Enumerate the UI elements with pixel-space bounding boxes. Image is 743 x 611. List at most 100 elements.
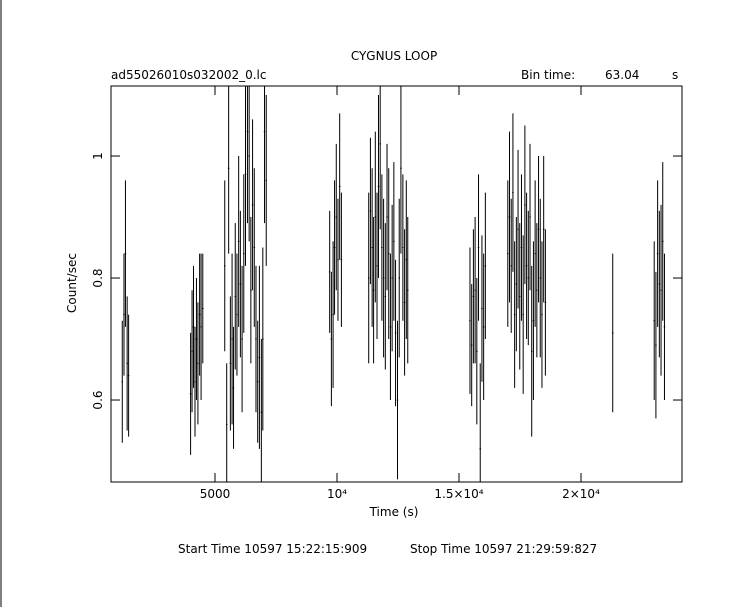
error-bar [482,253,485,401]
error-bar [225,363,228,482]
error-bar [481,235,483,382]
error-bar [330,271,333,407]
error-bar [335,143,338,291]
error-bar [337,198,339,321]
x-tick-label: 1.5×10⁴ [434,487,483,501]
error-bar [515,217,518,352]
error-bar [381,174,383,321]
error-bar [522,235,524,394]
error-bar [517,149,519,309]
error-bar [197,302,199,425]
error-bar [192,265,195,388]
error-bar [403,229,406,376]
error-bar [258,265,261,449]
error-bar [194,326,196,437]
error-bar [377,95,380,279]
error-bar [255,265,257,413]
bin-time-label: Bin time: [521,68,575,82]
error-bar [371,168,373,327]
error-bar [367,192,370,364]
error-bar [243,174,245,333]
error-bar [379,86,381,230]
error-bar [394,259,397,407]
error-bar [479,363,481,482]
error-bar [384,223,387,370]
error-bar [527,210,530,346]
error-bar [241,265,243,413]
error-bar [520,174,523,321]
error-bar [387,168,390,340]
error-bar [376,192,378,340]
error-bar [237,156,240,327]
error-bar [236,253,238,376]
stop-time: Stop Time 10597 21:29:59:827 [410,542,597,556]
error-bar [126,296,128,431]
error-bar [332,241,334,388]
error-bar [386,143,388,291]
error-bar [476,278,478,425]
error-bar [246,86,249,224]
error-bar [539,198,542,358]
error-bar [656,180,659,327]
error-bar [655,271,657,419]
error-bar [391,204,393,352]
y-tick-label: 1 [91,152,105,160]
error-bar [518,223,521,370]
error-bar [477,174,480,321]
error-bar [542,156,545,303]
error-bar [389,253,392,401]
error-bar [536,223,538,358]
chart-title: CYGNUS LOOP [351,49,437,63]
error-bar [127,314,130,437]
error-bar [529,143,531,291]
error-bar [191,290,193,413]
error-bar [658,210,661,358]
error-bar [541,241,543,388]
x-tick-label: 10⁴ [327,487,347,501]
error-bar [534,180,536,327]
error-bar [510,198,512,333]
error-bar [265,95,268,266]
x-tick-label: 2×10⁴ [562,487,600,501]
error-bar [611,253,614,413]
plot-area [121,86,666,482]
bin-time: 63.04 [605,68,639,82]
error-bar [253,168,256,327]
error-bar [124,180,127,327]
error-bar [195,278,198,401]
error-bar [121,320,124,443]
error-bar [513,241,516,388]
error-bar [248,86,250,242]
error-bar [374,131,377,303]
error-bar [400,86,402,254]
error-bar [474,217,476,364]
x-axis-label: Time (s) [369,505,419,519]
plot-frame [110,85,683,483]
start-time: Start Time 10597 15:22:15:909 [178,542,367,556]
error-bar [537,156,540,303]
error-bar [660,204,662,376]
error-bar [530,265,533,437]
bin-time-unit: s [672,68,678,82]
error-bar [661,162,664,321]
error-bar [328,210,331,333]
error-bar [202,253,204,364]
error-bar [223,180,226,352]
error-bar [406,217,409,364]
error-bar [544,229,547,376]
error-bar [532,241,535,401]
error-bar [333,180,336,315]
error-bar [372,217,375,364]
x-tick-label: 5000 [200,487,231,501]
error-bar [340,192,343,327]
error-bar [231,253,233,425]
error-bar [229,296,232,431]
error-bar [393,162,395,321]
error-bar [263,86,266,224]
error-bar [484,192,487,340]
error-bar [256,320,259,443]
error-bar [402,174,404,321]
error-bar [189,332,192,455]
error-bar [405,180,408,340]
error-bar [227,86,230,254]
